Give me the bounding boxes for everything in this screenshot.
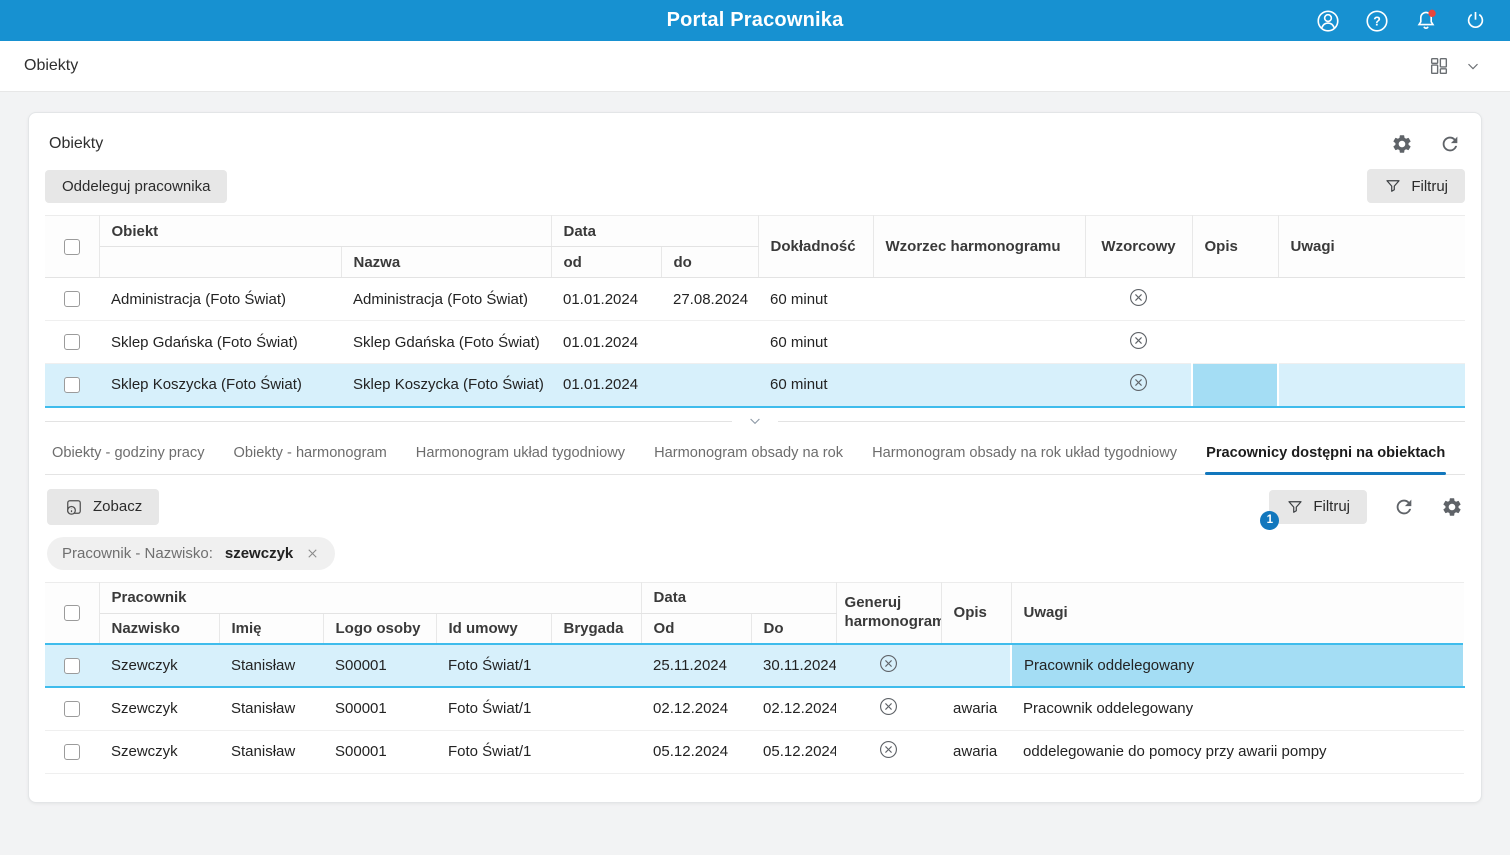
employees-table: Pracownik Data Generuj harmonogram Opis …: [45, 581, 1465, 774]
breadcrumb-bar: Obiekty: [0, 41, 1510, 92]
notifications-icon[interactable]: [1413, 8, 1439, 34]
column-header-uwagi: Uwagi: [1011, 582, 1464, 645]
row-checkbox[interactable]: [64, 743, 80, 760]
filter-chip-value: szewczyk: [224, 544, 294, 562]
select-all-checkbox[interactable]: [63, 604, 80, 621]
gear-icon[interactable]: [1441, 496, 1463, 518]
app-title: Portal Pracownika: [666, 9, 844, 31]
column-header-id-umowy: Id umowy: [436, 613, 552, 645]
column-header-dokladnosc: Dokładność: [758, 215, 874, 278]
filter-count-badge: 1: [1260, 510, 1280, 530]
focused-cell[interactable]: Pracownik oddelegowany: [1010, 643, 1465, 688]
see-button[interactable]: Zobacz: [47, 488, 160, 525]
column-header-opis: Opis: [1192, 215, 1279, 278]
gear-icon[interactable]: [1391, 133, 1413, 155]
column-header-brygada: Brygada: [551, 613, 642, 645]
table-row[interactable]: Szewczyk Stanisław S00001 Foto Świat/1 0…: [45, 730, 1464, 774]
table-row-selected[interactable]: Szewczyk Stanisław S00001 Foto Świat/1 2…: [45, 643, 1465, 688]
column-header-generuj: Generuj harmonogram: [836, 582, 942, 645]
objects-panel: Obiekty Oddeleguj pracownika Filtruj: [28, 112, 1482, 803]
circle-x-icon: [1128, 374, 1149, 397]
tab-pracownicy-dostepni-na-obiektach[interactable]: Pracownicy dostępni na obiektach: [1205, 437, 1447, 475]
focused-cell[interactable]: [1191, 363, 1280, 408]
column-header-uwagi: Uwagi: [1278, 215, 1465, 278]
collapse-divider: [45, 414, 1465, 429]
column-header-obiekt: Obiekt: [99, 215, 552, 247]
svg-text:?: ?: [1373, 14, 1381, 28]
filter-button-bottom[interactable]: Filtruj: [1269, 489, 1367, 524]
layout-grid-icon[interactable]: [1426, 53, 1452, 79]
row-checkbox[interactable]: [64, 657, 80, 674]
funnel-icon: [1286, 498, 1304, 516]
tab-harmonogram-obsady-na-rok-uklad-tygodniowy[interactable]: Harmonogram obsady na rok układ tygodnio…: [872, 444, 1178, 461]
panel-title: Obiekty: [49, 135, 104, 152]
close-icon[interactable]: [305, 546, 320, 561]
delegate-employee-button[interactable]: Oddeleguj pracownika: [45, 169, 228, 203]
column-header-data: Data: [551, 215, 759, 247]
row-checkbox[interactable]: [64, 700, 80, 717]
column-header-opis: Opis: [941, 582, 1012, 645]
table-row[interactable]: Sklep Gdańska (Foto Świat) Sklep Gdańska…: [45, 320, 1465, 364]
circle-x-icon: [1128, 288, 1149, 312]
tab-harmonogram-obsady-na-rok[interactable]: Harmonogram obsady na rok: [654, 444, 844, 461]
objects-table: Obiekt Data Dokładność Wzorzec harmonogr…: [45, 215, 1465, 408]
circle-x-icon: [878, 655, 899, 678]
column-header-pracownik: Pracownik: [99, 582, 642, 614]
filter-button-top[interactable]: Filtruj: [1367, 169, 1465, 203]
circle-x-icon: [878, 698, 899, 721]
column-header-logo-osoby: Logo osoby: [323, 613, 437, 645]
preview-icon: [64, 497, 84, 517]
row-checkbox[interactable]: [64, 334, 80, 350]
collapse-chevron-icon[interactable]: [732, 414, 778, 429]
app-header: Portal Pracownika ?: [0, 0, 1510, 41]
circle-x-icon: [1128, 331, 1149, 355]
funnel-icon: [1384, 177, 1402, 195]
filter-chip-label: Pracownik - Nazwisko:: [62, 544, 213, 562]
tab-obiekty-harmonogram[interactable]: Obiekty - harmonogram: [233, 444, 387, 461]
row-checkbox[interactable]: [64, 376, 80, 393]
column-header-wzorcowy: Wzorcowy: [1085, 215, 1193, 278]
column-header-imie: Imię: [219, 613, 324, 645]
table-row-selected[interactable]: Sklep Koszycka (Foto Świat) Sklep Koszyc…: [45, 363, 1465, 408]
refresh-icon[interactable]: [1393, 496, 1415, 518]
column-header-nazwisko: Nazwisko: [99, 613, 220, 645]
tab-obiekty-godziny-pracy[interactable]: Obiekty - godziny pracy: [52, 444, 205, 461]
help-icon[interactable]: ?: [1364, 8, 1390, 34]
power-icon[interactable]: [1462, 8, 1488, 34]
column-header-do: do: [661, 246, 759, 278]
table-row[interactable]: Szewczyk Stanisław S00001 Foto Świat/1 0…: [45, 687, 1464, 731]
column-header-obiekt-blank: [99, 246, 342, 278]
circle-x-icon: [878, 741, 899, 764]
column-header-nazwa: Nazwa: [341, 246, 552, 278]
column-header-wzorzec: Wzorzec harmonogramu: [873, 215, 1086, 278]
row-checkbox[interactable]: [64, 291, 80, 307]
column-header-od: od: [551, 246, 662, 278]
page-content: Obiekty Oddeleguj pracownika Filtruj: [0, 92, 1510, 823]
user-icon[interactable]: [1315, 8, 1341, 34]
refresh-icon[interactable]: [1439, 133, 1461, 155]
tab-harmonogram-uklad-tygodniowy[interactable]: Harmonogram układ tygodniowy: [415, 444, 626, 461]
select-all-checkbox[interactable]: [63, 238, 80, 255]
table-row[interactable]: Administracja (Foto Świat) Administracja…: [45, 277, 1465, 321]
detail-tabs: Obiekty - godziny pracy Obiekty - harmon…: [45, 431, 1465, 475]
column-header-data: Data: [641, 582, 837, 614]
breadcrumb: Obiekty: [24, 57, 79, 74]
chevron-down-icon[interactable]: [1460, 53, 1486, 79]
filter-chip: Pracownik - Nazwisko: szewczyk: [47, 536, 336, 570]
column-header-od: Od: [641, 613, 752, 645]
column-header-do: Do: [751, 613, 837, 645]
